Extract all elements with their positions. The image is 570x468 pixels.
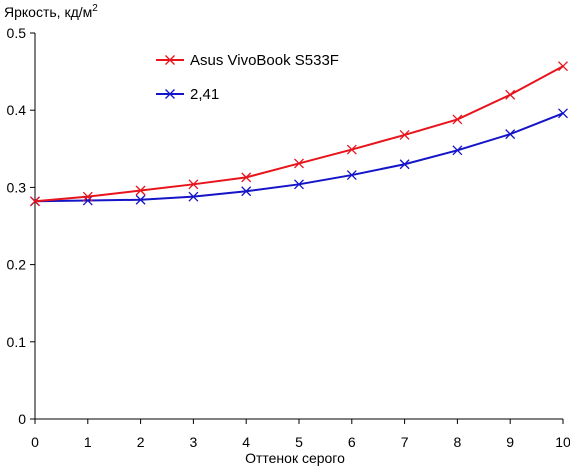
legend-marker-stroke <box>165 89 175 99</box>
y-tick-label: 0.1 <box>7 334 27 350</box>
x-tick-label: 0 <box>31 434 39 450</box>
data-point-marker <box>241 172 252 183</box>
data-point-marker <box>241 186 252 197</box>
data-point-marker <box>135 194 146 205</box>
data-point-marker <box>452 145 463 156</box>
data-point-marker-stroke <box>188 179 199 190</box>
data-point-marker <box>346 170 357 181</box>
data-point-marker <box>558 108 568 119</box>
data-point-marker <box>135 185 146 196</box>
legend-label-series-0: Asus VivoBook S533F <box>190 52 339 69</box>
data-point-marker-stroke <box>399 129 410 140</box>
data-point-marker <box>294 179 304 190</box>
legend-marker <box>165 55 175 65</box>
data-point-marker <box>82 191 93 202</box>
y-tick-label: 0.3 <box>7 179 27 195</box>
data-point-marker <box>294 158 304 169</box>
series-layer <box>30 61 568 207</box>
x-tick-label: 10 <box>555 434 570 450</box>
data-point-marker-stroke <box>135 194 146 205</box>
data-point-marker-stroke <box>294 158 304 169</box>
y-axis-title-main: Яркость, кд/м <box>4 4 92 20</box>
y-tick-label: 0.4 <box>7 102 27 118</box>
data-point-marker-stroke <box>241 172 252 183</box>
data-point-marker-stroke <box>505 129 516 140</box>
data-point-marker-stroke <box>30 196 40 207</box>
x-tick-label: 1 <box>84 434 92 450</box>
x-tick-label: 4 <box>242 434 250 450</box>
y-tick-label: 0.5 <box>7 25 27 41</box>
data-point-marker <box>452 114 463 125</box>
x-tick-label: 3 <box>190 434 198 450</box>
x-tick-label: 5 <box>295 434 303 450</box>
x-ticks: 0 1 2 3 4 5 6 7 8 9 10 <box>31 419 570 450</box>
y-tick-label: 0.2 <box>7 257 27 273</box>
y-axis-title: Яркость, кд/м2 <box>4 3 98 20</box>
y-axis-title-superscript: 2 <box>92 3 98 14</box>
y-ticks: 0 0.1 0.2 0.3 0.4 0.5 <box>7 25 35 427</box>
data-point-marker <box>558 61 568 72</box>
data-point-marker-stroke <box>82 191 93 202</box>
data-point-marker <box>188 191 199 202</box>
x-tick-label: 6 <box>348 434 356 450</box>
data-point-marker-stroke <box>505 89 516 100</box>
data-point-marker-stroke <box>241 186 252 197</box>
x-tick-label: 8 <box>454 434 462 450</box>
data-point-marker-stroke <box>399 159 410 170</box>
legend-marker-stroke <box>165 55 175 65</box>
data-point-marker-stroke <box>452 114 463 125</box>
data-point-marker-stroke <box>346 144 357 155</box>
data-point-marker-stroke <box>558 108 568 119</box>
data-point-marker <box>188 179 199 190</box>
data-point-marker <box>505 89 516 100</box>
x-axis-title: Оттенок серого <box>245 450 345 466</box>
data-point-marker-stroke <box>346 170 357 181</box>
data-point-marker <box>399 129 410 140</box>
legend-label-series-1: 2,41 <box>190 86 219 103</box>
data-point-marker <box>399 159 410 170</box>
data-point-marker-stroke <box>188 191 199 202</box>
axes <box>34 33 563 420</box>
series-1 <box>30 108 568 207</box>
x-tick-label: 7 <box>401 434 409 450</box>
data-point-marker <box>30 196 40 207</box>
data-point-marker-stroke <box>82 195 93 206</box>
legend-marker-series-0 <box>165 55 175 65</box>
x-tick-label: 9 <box>506 434 514 450</box>
data-point-marker-stroke <box>452 145 463 156</box>
legend-marker-series-1 <box>165 89 175 99</box>
legend-marker <box>165 89 175 99</box>
legend: Asus VivoBook S533F 2,41 <box>156 52 339 103</box>
series-0 <box>30 61 568 207</box>
series-line <box>34 65 564 203</box>
data-point-marker-stroke <box>135 185 146 196</box>
x-tick-label: 2 <box>137 434 145 450</box>
data-point-marker-stroke <box>558 61 568 72</box>
data-point-marker <box>505 129 516 140</box>
data-point-marker <box>346 144 357 155</box>
data-point-marker-stroke <box>294 179 304 190</box>
y-tick-label: 0 <box>18 411 26 427</box>
series-line <box>34 112 564 203</box>
